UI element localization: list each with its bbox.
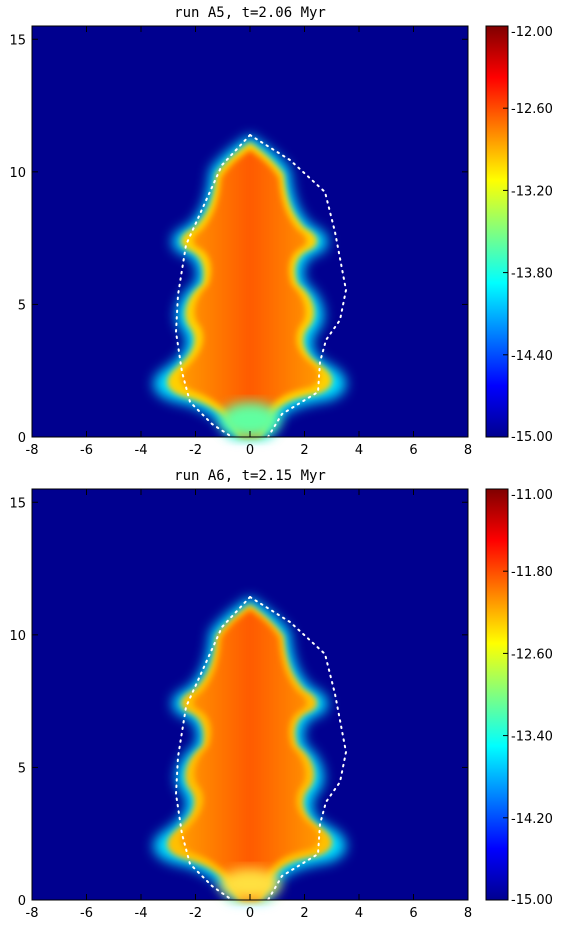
x-tick-label: 6: [409, 443, 417, 458]
x-tick-label: -8: [26, 443, 39, 458]
panel-title: run A5, t=2.06 Myr: [174, 5, 326, 21]
x-tick-label: 2: [300, 443, 308, 458]
y-tick-label: 15: [9, 496, 26, 511]
x-tick-label: -2: [189, 443, 202, 458]
y-tick-label: 5: [18, 298, 26, 313]
colorbar-tick-label: -15.00: [511, 893, 553, 908]
x-tick-label: 8: [464, 906, 472, 921]
colorbar: [486, 489, 508, 900]
colorbar-tick-label: -13.80: [511, 267, 553, 282]
colorbar-tick-label: -14.20: [511, 812, 553, 827]
x-tick-label: 6: [409, 906, 417, 921]
colorbar-ticks: -12.00 -12.60 -13.20 -13.80 -14.40 -15.00: [503, 25, 553, 445]
panel-a6: run A6, t=2.15 Myr -8 -6 -4 -2 0 2 4 6 8 051015 …: [9, 468, 552, 921]
x-tick-label: -2: [189, 906, 202, 921]
x-tick-label: 4: [355, 443, 363, 458]
x-tick-label: 2: [300, 906, 308, 921]
colorbar-tick-label: -12.00: [511, 25, 553, 40]
colorbar-tick-label: -13.20: [511, 184, 553, 199]
colorbar-tick-label: -13.40: [511, 730, 553, 745]
x-tick-label: -6: [80, 443, 93, 458]
y-tick-label: 10: [9, 629, 26, 644]
colorbar-tick-label: -15.00: [511, 430, 553, 445]
y-tick-label: 10: [9, 166, 26, 181]
colorbar-ticks: -11.00 -11.80 -12.60 -13.40 -14.20 -15.00: [503, 488, 553, 908]
x-tick-label: 8: [464, 443, 472, 458]
colorbar-tick-label: -11.00: [511, 488, 553, 503]
colorbar-tick-label: -14.40: [511, 349, 553, 364]
y-tick-label: 5: [18, 761, 26, 776]
x-tick-label: -4: [135, 906, 148, 921]
x-tick-label: -6: [80, 906, 93, 921]
colorbar-tick-label: -11.80: [511, 565, 553, 580]
colorbar-tick-label: -12.60: [511, 102, 553, 117]
panel-title: run A6, t=2.15 Myr: [174, 468, 326, 484]
x-tick-label: 0: [246, 906, 254, 921]
panel-a5: run A5, t=2.06 Myr -8 -6 -4 -2 0 2 4 6 8 051015 …: [9, 5, 552, 458]
colorbar: [486, 26, 508, 437]
colorbar-tick-label: -12.60: [511, 647, 553, 662]
x-tick-label: -8: [26, 906, 39, 921]
x-tick-label: -4: [135, 443, 148, 458]
x-tick-label: 4: [355, 906, 363, 921]
y-tick-label: 15: [9, 33, 26, 48]
x-tick-label: 0: [246, 443, 254, 458]
y-tick-label: 0: [18, 431, 26, 446]
y-tick-label: 0: [18, 894, 26, 909]
